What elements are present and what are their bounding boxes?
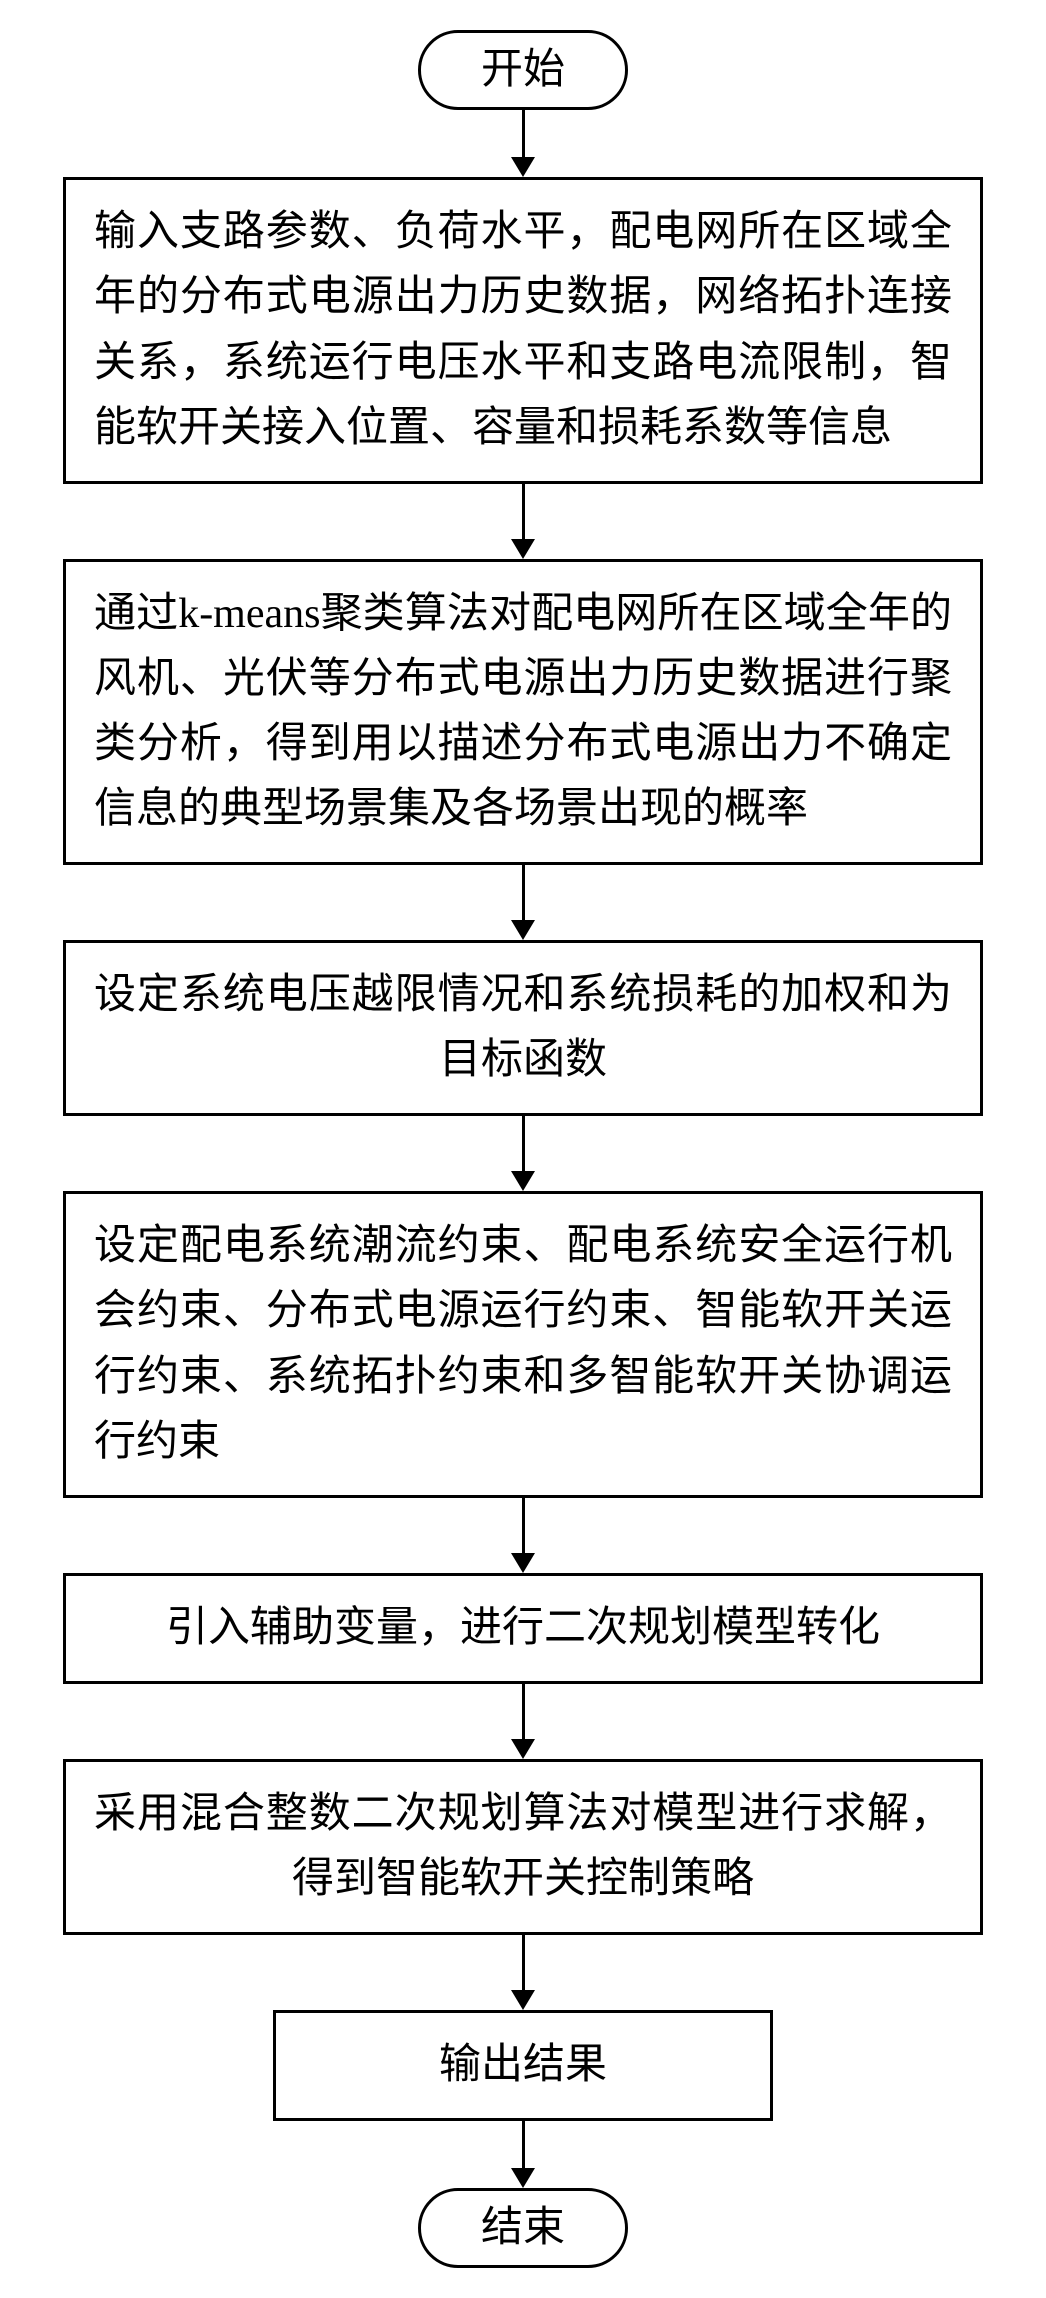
process-step-7: 输出结果: [273, 2010, 773, 2121]
process-step-3: 设定系统电压越限情况和系统损耗的加权和为目标函数: [63, 940, 983, 1116]
arrow-line: [522, 110, 525, 158]
arrow: [511, 1498, 535, 1573]
process-step-4: 设定配电系统潮流约束、配电系统安全运行机会约束、分布式电源运行约束、智能软开关运…: [63, 1191, 983, 1497]
step-text: 设定系统电压越限情况和系统损耗的加权和为目标函数: [94, 972, 952, 1083]
arrow-line: [522, 1935, 525, 1991]
arrow-head: [511, 157, 535, 177]
arrow: [511, 865, 535, 940]
arrow: [511, 110, 535, 177]
flowchart-container: 开始 输入支路参数、负荷水平，配电网所在区域全年的分布式电源出力历史数据，网络拓…: [0, 30, 1046, 2268]
arrow-head: [511, 2168, 535, 2188]
arrow: [511, 1684, 535, 1759]
start-terminator: 开始: [418, 30, 628, 110]
arrow-line: [522, 1498, 525, 1554]
arrow: [511, 2121, 535, 2188]
step-text: 输入支路参数、负荷水平，配电网所在区域全年的分布式电源出力历史数据，网络拓扑连接…: [94, 209, 952, 450]
arrow-head: [511, 1739, 535, 1759]
arrow: [511, 484, 535, 559]
arrow-line: [522, 1116, 525, 1172]
end-label: 结束: [481, 2205, 565, 2251]
step-text: 设定配电系统潮流约束、配电系统安全运行机会约束、分布式电源运行约束、智能软开关运…: [94, 1223, 952, 1464]
step-text: 通过k-means聚类算法对配电网所在区域全年的风机、光伏等分布式电源出力历史数…: [94, 591, 952, 832]
arrow-head: [511, 539, 535, 559]
process-step-2: 通过k-means聚类算法对配电网所在区域全年的风机、光伏等分布式电源出力历史数…: [63, 559, 983, 865]
arrow: [511, 1935, 535, 2010]
arrow-line: [522, 484, 525, 540]
end-terminator: 结束: [418, 2188, 628, 2268]
process-step-5: 引入辅助变量，进行二次规划模型转化: [63, 1573, 983, 1684]
start-label: 开始: [481, 47, 565, 93]
arrow: [511, 1116, 535, 1191]
arrow-line: [522, 865, 525, 921]
arrow-head: [511, 920, 535, 940]
process-step-6: 采用混合整数二次规划算法对模型进行求解，得到智能软开关控制策略: [63, 1759, 983, 1935]
arrow-head: [511, 1990, 535, 2010]
arrow-head: [511, 1553, 535, 1573]
arrow-line: [522, 2121, 525, 2169]
step-text: 输出结果: [439, 2042, 607, 2088]
arrow-line: [522, 1684, 525, 1740]
step-text: 引入辅助变量，进行二次规划模型转化: [166, 1605, 880, 1651]
step-text: 采用混合整数二次规划算法对模型进行求解，得到智能软开关控制策略: [94, 1791, 952, 1902]
process-step-1: 输入支路参数、负荷水平，配电网所在区域全年的分布式电源出力历史数据，网络拓扑连接…: [63, 177, 983, 483]
arrow-head: [511, 1171, 535, 1191]
